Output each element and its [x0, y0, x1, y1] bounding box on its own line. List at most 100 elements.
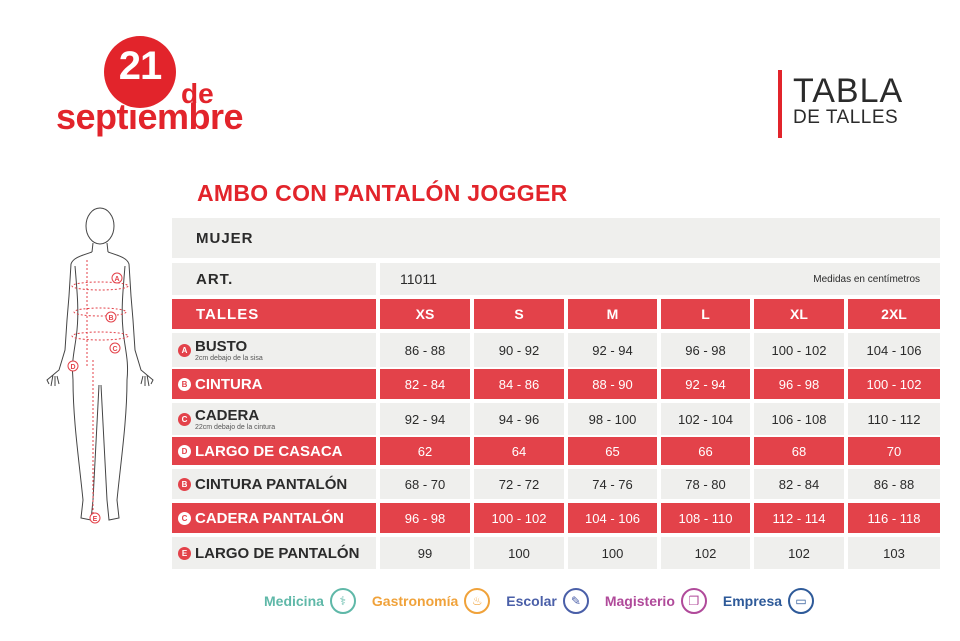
header-accent-bar — [778, 70, 782, 138]
measure-label-cell: B CINTURA — [172, 369, 376, 399]
category-escolar[interactable]: Escolar ✎ — [506, 588, 589, 614]
svg-text:E: E — [93, 516, 98, 523]
measure-label-cell: D LARGO DE CASACA — [172, 437, 376, 465]
article-label: ART. — [172, 263, 376, 295]
measure-label-cell: B CINTURA PANTALÓN — [172, 469, 376, 499]
units-note: Medidas en centímetros — [813, 273, 920, 285]
table-cell: 92 - 94 — [380, 403, 470, 435]
table-cell: 96 - 98 — [661, 333, 750, 367]
table-row: A BUSTO 2cm debajo de la sisa 86 - 88 90 - 9… — [172, 333, 940, 367]
table-cell: 102 - 104 — [661, 403, 750, 435]
measure-marker-badge: B — [178, 377, 191, 391]
table-cell: 100 - 102 — [754, 333, 844, 367]
table-cell: 86 - 88 — [848, 469, 940, 499]
category-empresa[interactable]: Empresa ▭ — [722, 588, 815, 614]
measure-marker-badge: A — [178, 343, 191, 357]
measure-name: CINTURA PANTALÓN — [195, 475, 348, 493]
svg-text:A: A — [114, 276, 119, 283]
table-cell: 82 - 84 — [754, 469, 844, 499]
stethoscope-icon: ⚕ — [329, 588, 356, 614]
table-cell: 100 — [568, 537, 657, 569]
logo-de: de — [181, 78, 214, 109]
measure-name: CADERA PANTALÓN — [195, 509, 344, 527]
svg-text:B: B — [108, 315, 113, 322]
category-label: Medicina — [264, 593, 324, 609]
table-cell: 104 - 106 — [848, 333, 940, 367]
size-header-s: S — [474, 299, 564, 329]
sizes-header-row: TALLES XS S M L XL 2XL — [172, 299, 940, 329]
product-title: AMBO CON PANTALÓN JOGGER — [197, 180, 568, 206]
table-cell: 72 - 72 — [474, 469, 564, 499]
category-label: Gastronomía — [371, 593, 459, 609]
size-header-l: L — [661, 299, 750, 329]
category-medicina[interactable]: Medicina ⚕ — [264, 588, 356, 614]
table-cell: 106 - 108 — [754, 403, 844, 435]
table-cell: 84 - 86 — [474, 369, 564, 399]
table-row: C CADERA PANTALÓN 96 - 98 100 - 102 104 - 10… — [172, 503, 940, 533]
table-row: B CINTURA PANTALÓN 68 - 70 72 - 72 74 - 76 78… — [172, 469, 940, 499]
table-row: B CINTURA 82 - 84 84 - 86 88 - 90 92 - 94 96 -… — [172, 369, 940, 399]
svg-text:D: D — [70, 364, 75, 371]
size-header-xs: XS — [380, 299, 470, 329]
table-cell: 65 — [568, 437, 657, 465]
table-cell: 116 - 118 — [848, 503, 940, 533]
table-cell: 74 - 76 — [568, 469, 657, 499]
chef-hat-icon: ♨ — [464, 588, 491, 614]
measure-note: 2cm debajo de la sisa — [195, 354, 263, 362]
size-header-m: M — [568, 299, 657, 329]
table-cell: 102 — [754, 537, 844, 569]
table-cell: 92 - 94 — [568, 333, 657, 367]
measure-marker-badge: D — [178, 444, 191, 458]
table-cell: 100 - 102 — [474, 503, 564, 533]
category-label: Empresa — [722, 593, 783, 609]
measure-label-cell: C CADERA PANTALÓN — [172, 503, 376, 533]
table-cell: 96 - 98 — [754, 369, 844, 399]
size-header-2xl: 2XL — [848, 299, 940, 329]
table-cell: 98 - 100 — [568, 403, 657, 435]
article-value-cell: 11011 Medidas en centímetros — [380, 263, 940, 295]
logo-month: septiembre — [56, 96, 244, 137]
table-cell: 86 - 88 — [380, 333, 470, 367]
logo-number: 21 — [118, 44, 163, 88]
table-cell: 78 - 80 — [661, 469, 750, 499]
measure-label-cell: C CADERA 22cm debajo de la cintura — [172, 403, 376, 435]
table-cell: 96 - 98 — [380, 503, 470, 533]
svg-text:C: C — [112, 346, 117, 353]
measure-label-cell: A BUSTO 2cm debajo de la sisa — [172, 333, 376, 367]
table-cell: 66 — [661, 437, 750, 465]
category-label: Magisterio — [604, 593, 675, 609]
section-header: MUJER — [172, 218, 940, 258]
table-cell: 70 — [848, 437, 940, 465]
table-cell: 90 - 92 — [474, 333, 564, 367]
header-subtitle: DE TALLES — [793, 107, 899, 128]
table-cell: 68 - 70 — [380, 469, 470, 499]
table-cell: 88 - 90 — [568, 369, 657, 399]
measure-marker-badge: B — [178, 477, 191, 491]
size-header-xl: XL — [754, 299, 844, 329]
table-cell: 82 - 84 — [380, 369, 470, 399]
measure-marker-badge: C — [178, 511, 191, 525]
table-cell: 108 - 110 — [661, 503, 750, 533]
logo-circle — [104, 36, 176, 108]
measure-note: 22cm debajo de la cintura — [195, 423, 276, 431]
measure-name: CINTURA — [195, 375, 263, 393]
table-cell: 99 — [380, 537, 470, 569]
category-magisterio[interactable]: Magisterio ❐ — [605, 588, 707, 614]
table-cell: 112 - 114 — [754, 503, 844, 533]
sizes-label: TALLES — [172, 299, 376, 329]
table-cell: 110 - 112 — [848, 403, 940, 435]
body-measure-figure: A B C D E — [46, 207, 154, 524]
header-title: TABLA — [793, 72, 904, 110]
measure-name: CADERA — [195, 406, 260, 424]
briefcase-icon: ▭ — [788, 588, 815, 614]
section-label: MUJER — [196, 229, 254, 247]
measure-marker-badge: C — [178, 412, 191, 426]
measure-marker-badge: E — [178, 546, 191, 560]
measure-name: LARGO DE PANTALÓN — [195, 544, 360, 562]
table-cell: 100 - 102 — [848, 369, 940, 399]
article-number: 11011 — [400, 271, 437, 287]
category-gastronomía[interactable]: Gastronomía ♨ — [371, 588, 491, 614]
table-cell: 64 — [474, 437, 564, 465]
book-icon: ❐ — [680, 588, 707, 614]
measure-name: LARGO DE CASACA — [195, 442, 343, 460]
